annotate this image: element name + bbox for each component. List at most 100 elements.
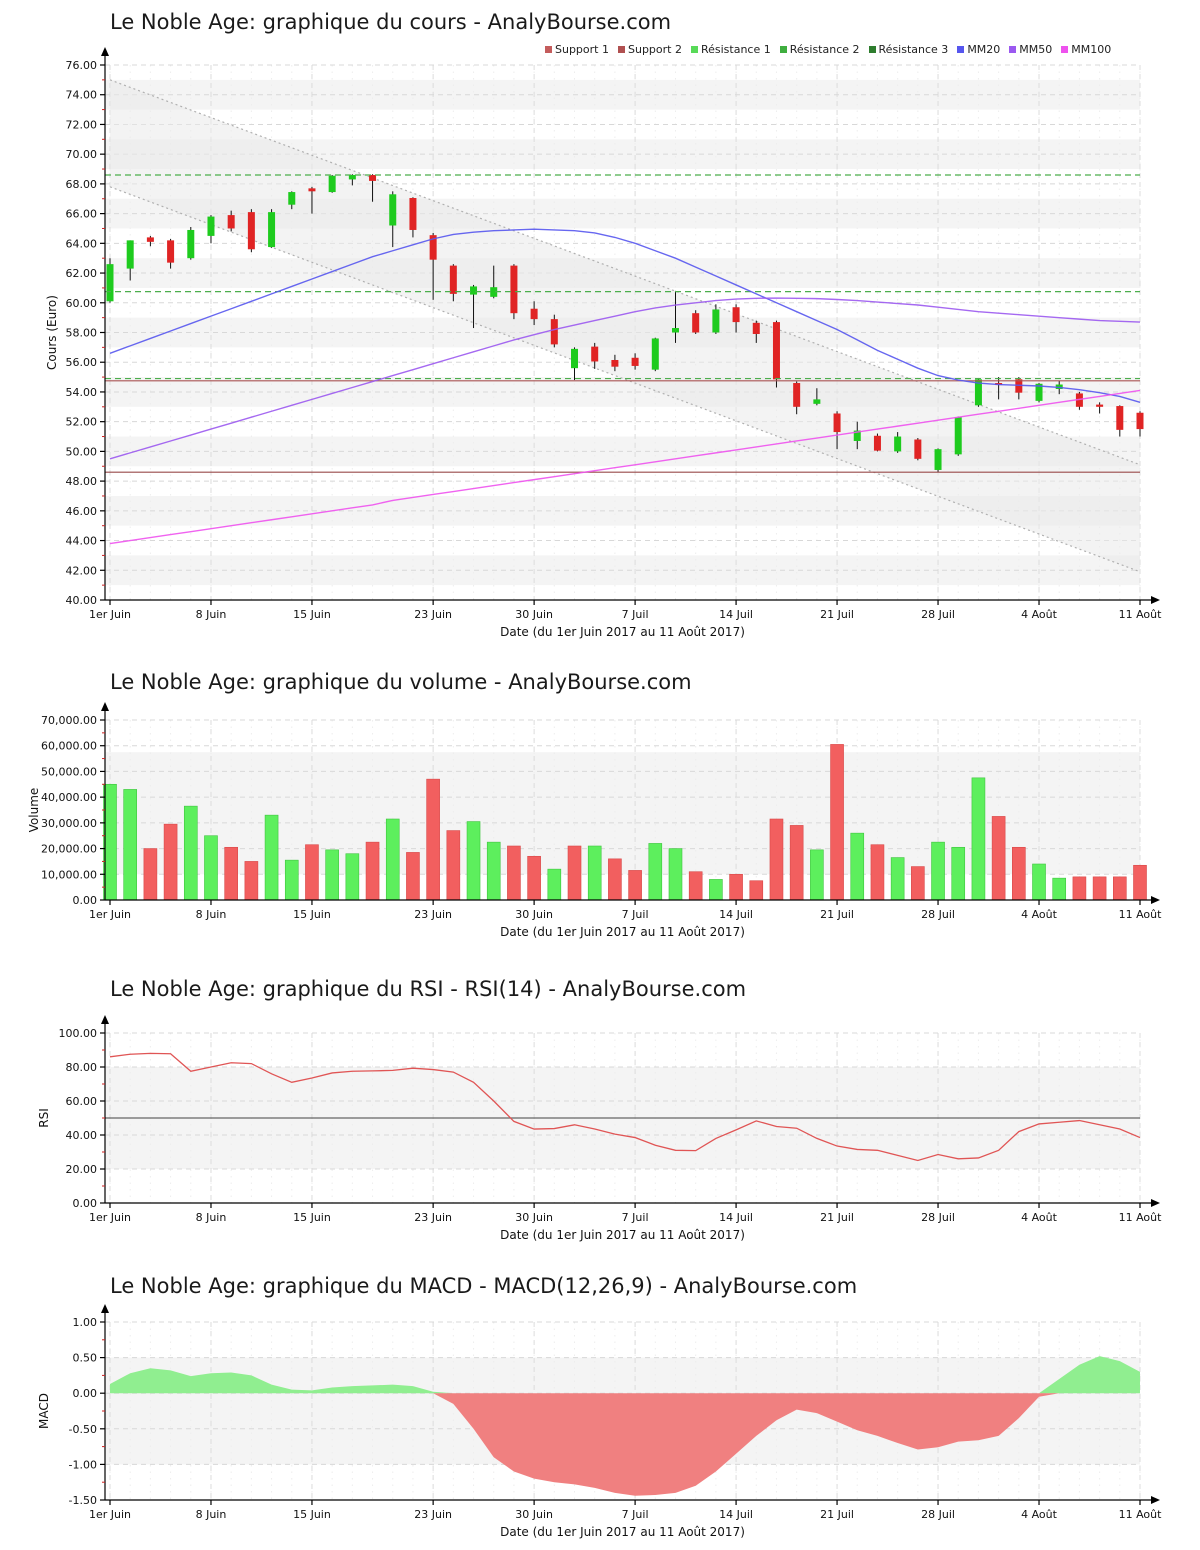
legend-item: Support 1 — [545, 43, 609, 56]
y-tick-label: 40.00 — [66, 1129, 98, 1142]
y-tick-label: 0.00 — [73, 1197, 98, 1210]
volume-bar — [325, 849, 339, 901]
candle-body — [1015, 379, 1023, 393]
volume-bar — [385, 818, 400, 901]
x-tick-label: 21 Juil — [820, 1211, 854, 1224]
volume-bar — [123, 789, 137, 901]
x-tick-label: 28 Juil — [921, 608, 955, 621]
y-tick-label: -1.00 — [69, 1458, 97, 1471]
legend-label: Résistance 2 — [789, 43, 860, 56]
volume-bar — [527, 855, 541, 901]
x-axis-title: Date (du 1er Juin 2017 au 11 Août 2017) — [500, 1525, 745, 1539]
x-tick-label: 8 Juin — [196, 908, 227, 921]
candle-body — [1055, 384, 1063, 389]
y-tick-label: 62.00 — [66, 267, 98, 280]
x-tick-label: 15 Juin — [293, 908, 331, 921]
x-tick-label: 28 Juil — [921, 908, 955, 921]
x-tick-label: 8 Juin — [196, 608, 227, 621]
candle-body — [934, 449, 942, 470]
candle-body — [1075, 393, 1083, 407]
y-tick-label: 50.00 — [66, 445, 98, 458]
legend-label: MM50 — [1019, 43, 1053, 56]
x-tick-label: 30 Juin — [515, 1508, 553, 1521]
legend-swatch-icon — [868, 46, 876, 53]
x-tick-label: 15 Juin — [293, 1508, 331, 1521]
y-axis-arrow-icon — [101, 47, 109, 56]
y-tick-label: 72.00 — [66, 118, 98, 131]
candle-body — [328, 175, 336, 193]
y-tick-label: 64.00 — [66, 237, 98, 250]
legend-label: MM20 — [967, 43, 1001, 56]
y-axis-arrow-icon — [101, 702, 109, 711]
volume-bar — [789, 825, 804, 901]
candle-body — [389, 194, 397, 226]
candle-body — [571, 348, 579, 369]
y-tick-label: 10,000.00 — [41, 868, 97, 881]
volume-bar — [183, 805, 198, 901]
candle-body — [126, 240, 134, 269]
x-tick-label: 21 Juil — [820, 908, 854, 921]
candle-body — [732, 307, 740, 323]
y-tick-label: -1.50 — [69, 1494, 97, 1507]
x-tick-label: 21 Juil — [820, 1508, 854, 1521]
volume-bar — [587, 845, 602, 901]
x-tick-label: 11 Août — [1119, 1211, 1163, 1224]
volume-bar — [668, 848, 683, 901]
volume-bar — [729, 873, 743, 901]
y-tick-label: 40.00 — [66, 594, 98, 607]
legend-swatch-icon — [957, 46, 965, 53]
moving-average-line — [109, 389, 1141, 545]
y-axis-title: MACD — [37, 1393, 51, 1429]
y-tick-label: 58.00 — [66, 327, 98, 340]
volume-bar — [830, 744, 844, 901]
x-tick-label: 7 Juil — [622, 1508, 649, 1521]
volume-bar — [931, 841, 945, 901]
volume-bar — [628, 870, 642, 901]
candle-body — [1035, 383, 1043, 401]
y-tick-label: 76.00 — [66, 59, 98, 72]
legend-item: Résistance 3 — [868, 43, 948, 56]
candle-body — [167, 240, 175, 263]
volume-bar — [1032, 863, 1046, 901]
candle-body — [1116, 406, 1124, 430]
candle-body — [974, 379, 982, 406]
x-tick-label: 15 Juin — [293, 1211, 331, 1224]
y-tick-label: 52.00 — [66, 416, 98, 429]
candle-body — [288, 192, 296, 205]
volume-bar — [991, 816, 1006, 901]
legend-item: MM50 — [1009, 43, 1052, 56]
candle-body — [510, 265, 518, 314]
trend-channel-fill — [110, 79, 1140, 572]
y-axis-title: Volume — [27, 788, 41, 833]
y-tick-label: 60.00 — [66, 1095, 98, 1108]
x-tick-label: 14 Juil — [719, 1211, 753, 1224]
x-tick-label: 28 Juil — [921, 1211, 955, 1224]
volume-bar — [890, 857, 905, 901]
x-tick-label: 30 Juin — [515, 1211, 553, 1224]
x-axis-title: Date (du 1er Juin 2017 au 11 Août 2017) — [500, 1228, 745, 1242]
x-tick-label: 30 Juin — [515, 908, 553, 921]
x-tick-label: 23 Juin — [414, 1508, 452, 1521]
candle-body — [187, 229, 195, 259]
volume-bar — [486, 841, 501, 901]
macd-chart-title: Le Noble Age: graphique du MACD - MACD(1… — [110, 1274, 858, 1298]
rsi-chart-title: Le Noble Age: graphique du RSI - RSI(14)… — [110, 977, 747, 1001]
volume-bar — [365, 841, 380, 901]
x-tick-label: 21 Juil — [820, 608, 854, 621]
volume-chart-title: Le Noble Age: graphique du volume - Anal… — [110, 670, 692, 694]
candle-body — [268, 212, 276, 248]
y-tick-label: 80.00 — [66, 1061, 98, 1074]
candle-body — [692, 313, 700, 333]
legend-label: Résistance 1 — [700, 43, 771, 56]
x-axis-arrow-icon — [1151, 896, 1160, 904]
candle-body — [308, 188, 316, 192]
volume-bar — [870, 844, 885, 901]
volume-bar — [769, 818, 784, 901]
y-tick-label: -0.50 — [69, 1423, 97, 1436]
y-tick-label: 66.00 — [66, 208, 98, 221]
candle-body — [530, 308, 538, 320]
y-axis-arrow-icon — [101, 1304, 109, 1313]
y-tick-label: 30,000.00 — [41, 817, 97, 830]
legend-label: Support 1 — [555, 43, 609, 56]
